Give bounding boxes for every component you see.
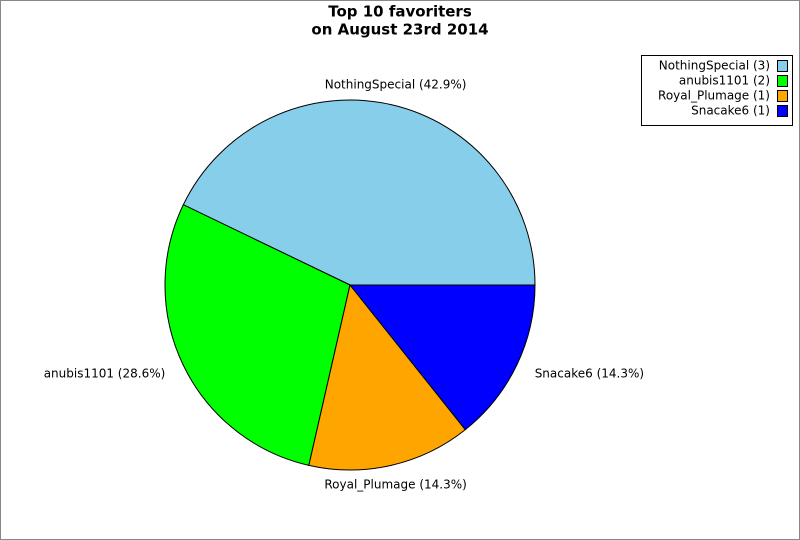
legend-swatch	[777, 105, 788, 117]
pie-slice	[164, 204, 351, 466]
pie-slice	[182, 99, 536, 286]
chart-subtitle: on August 23rd 2014	[311, 21, 488, 39]
pie-slice	[348, 284, 536, 431]
legend-swatch	[777, 75, 788, 87]
slice-label: Royal_Plumage (14.3%)	[324, 477, 466, 491]
legend-label: NothingSpecial (3)	[659, 59, 770, 73]
legend-swatch	[777, 60, 788, 72]
slice-label: anubis1101 (28.6%)	[44, 366, 166, 380]
legend-swatch	[777, 90, 788, 102]
legend-label: anubis1101 (2)	[679, 74, 770, 88]
legend-box	[641, 55, 793, 126]
legend-label: Royal_Plumage (1)	[658, 89, 770, 103]
slice-label: Snacake6 (14.3%)	[535, 366, 644, 380]
pie-slice	[308, 283, 467, 471]
chart-title: Top 10 favoriters	[328, 3, 472, 21]
slice-label: NothingSpecial (42.9%)	[325, 78, 467, 92]
legend-label: Snacake6 (1)	[691, 104, 770, 118]
